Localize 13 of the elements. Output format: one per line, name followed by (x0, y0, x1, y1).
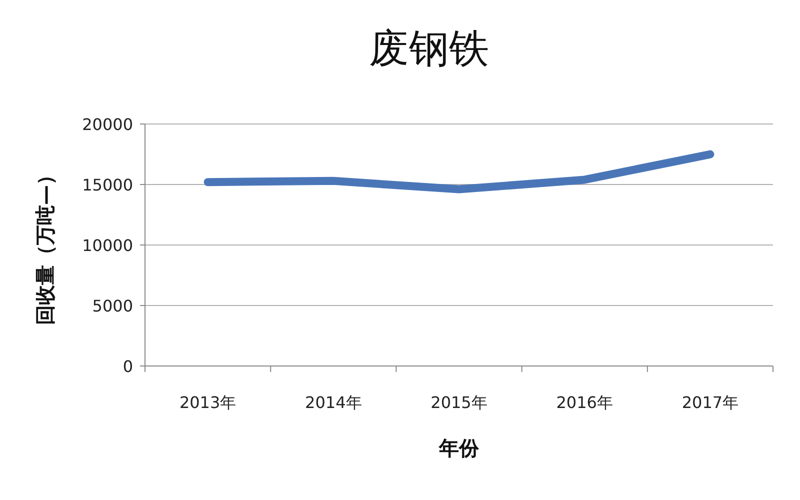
y-tick-label: 10000 (82, 236, 133, 255)
y-tick-label: 0 (122, 357, 133, 376)
chart-title: 废钢铁 (369, 26, 489, 72)
x-tick-label: 2014年 (305, 393, 362, 412)
y-tick-label: 5000 (92, 296, 133, 316)
x-axis-title: 年份 (438, 436, 480, 460)
y-axis-title: 回收量（万吨—） (33, 165, 57, 325)
x-tick-label: 2017年 (682, 393, 739, 412)
y-tick-label: 15000 (82, 176, 133, 194)
y-tick-label: 20000 (82, 115, 133, 134)
x-tick-label: 2016年 (556, 393, 613, 412)
x-tick-label: 2015年 (430, 393, 488, 412)
x-tick-label: 2013年 (179, 393, 236, 412)
